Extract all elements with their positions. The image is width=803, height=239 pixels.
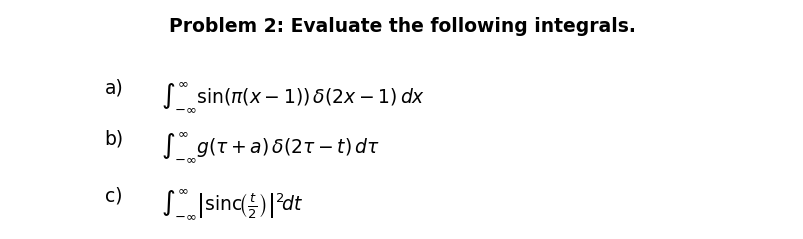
Text: $\int_{-\infty}^{\infty} \left|\mathrm{sinc}\!\left(\frac{t}{2}\right)\right|^{2: $\int_{-\infty}^{\infty} \left|\mathrm{s… (161, 186, 303, 221)
Text: $\int_{-\infty}^{\infty} \sin(\pi(x-1))\,\delta(2x-1)\,dx$: $\int_{-\infty}^{\infty} \sin(\pi(x-1))\… (161, 79, 425, 114)
Text: $\int_{-\infty}^{\infty} g(\tau+a)\,\delta(2\tau-t)\,d\tau$: $\int_{-\infty}^{\infty} g(\tau+a)\,\del… (161, 129, 379, 164)
Text: Problem 2: Evaluate the following integrals.: Problem 2: Evaluate the following integr… (169, 17, 634, 36)
Text: c): c) (104, 186, 122, 205)
Text: a): a) (104, 79, 123, 98)
Text: b): b) (104, 129, 124, 148)
